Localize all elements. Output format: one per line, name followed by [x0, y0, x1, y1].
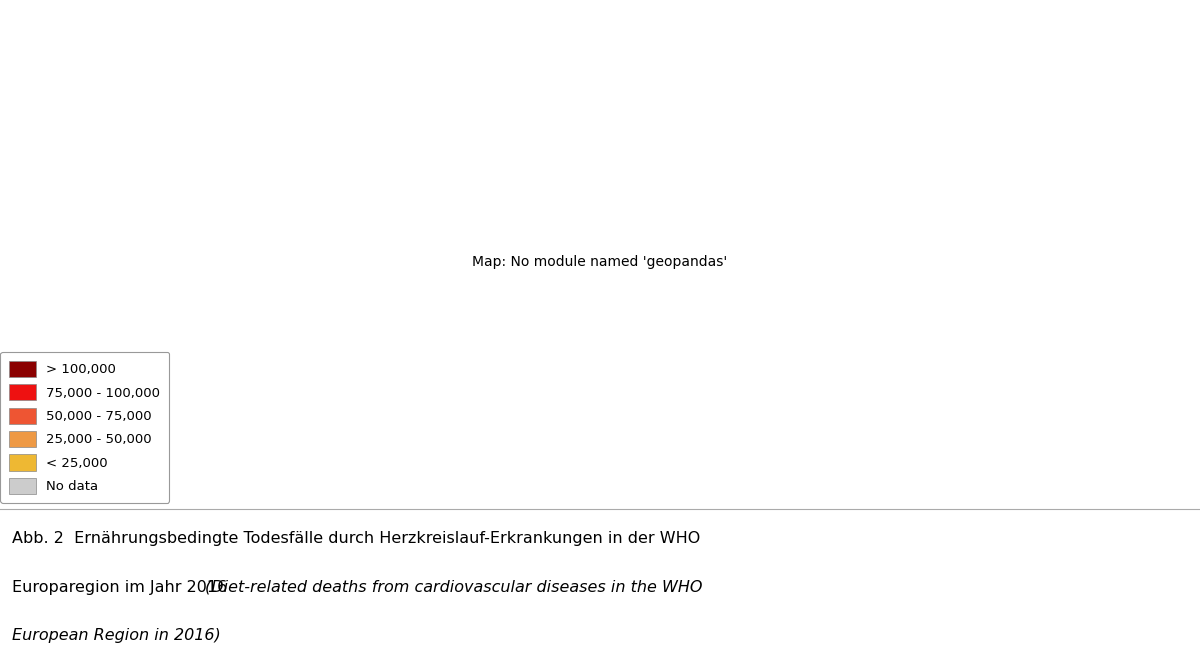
Text: European Region in 2016): European Region in 2016) [12, 628, 221, 643]
Text: Europaregion im Jahr 2016: Europaregion im Jahr 2016 [12, 580, 233, 595]
Text: Map: No module named 'geopandas': Map: No module named 'geopandas' [473, 255, 727, 269]
Text: Abb. 2  Ernährungsbedingte Todesfälle durch Herzkreislauf-Erkrankungen in der WH: Abb. 2 Ernährungsbedingte Todesfälle dur… [12, 531, 701, 546]
Text: (Diet-related deaths from cardiovascular diseases in the WHO: (Diet-related deaths from cardiovascular… [205, 580, 703, 595]
Legend: > 100,000, 75,000 - 100,000, 50,000 - 75,000, 25,000 - 50,000, < 25,000, No data: > 100,000, 75,000 - 100,000, 50,000 - 75… [0, 352, 169, 503]
